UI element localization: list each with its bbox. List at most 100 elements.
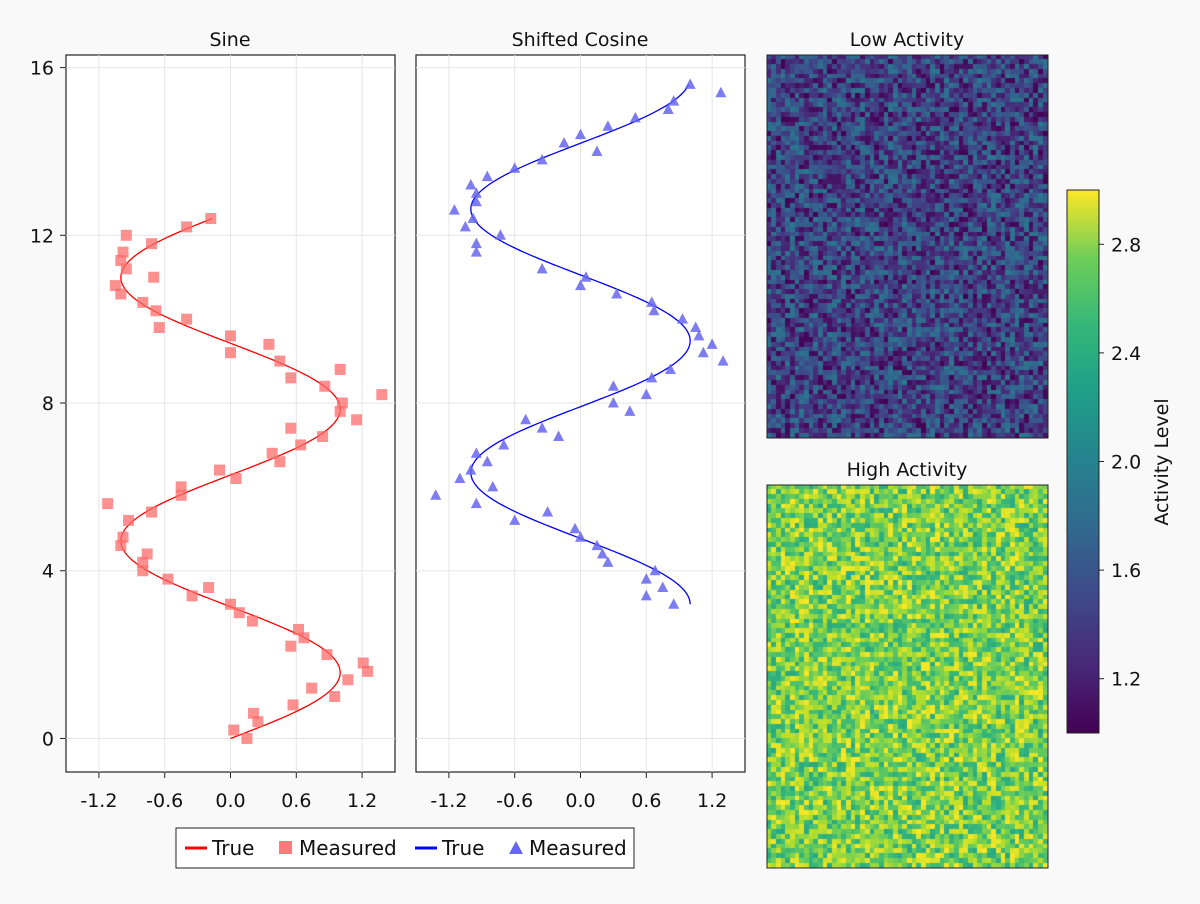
measured-point	[175, 481, 187, 493]
measured-point	[520, 413, 532, 425]
measured-point	[648, 304, 660, 316]
measured-point	[536, 262, 548, 274]
measured-point	[591, 145, 603, 156]
colorbar: 1.2 1.6 2.0 2.4 2.8 Activity Level	[1066, 189, 1173, 734]
measured-point	[664, 363, 676, 374]
measured-point	[285, 372, 297, 384]
measured-point	[602, 556, 614, 567]
legend-square-icon	[279, 841, 292, 854]
measured-point	[203, 582, 215, 594]
measured-point	[459, 220, 471, 232]
measured-point	[162, 573, 174, 585]
y-tick-label: 16	[30, 58, 54, 80]
measured-point	[715, 86, 727, 98]
measured-point	[214, 464, 226, 476]
measured-point	[509, 514, 521, 525]
measured-point	[454, 472, 466, 483]
measured-point	[329, 691, 341, 703]
x-tick-label: 1.2	[347, 790, 377, 812]
measured-point	[115, 254, 127, 266]
measured-point	[706, 338, 718, 349]
low-activity-heatmap	[767, 55, 1048, 438]
colorbar-tick-label: 2.8	[1111, 234, 1141, 256]
measured-point	[509, 162, 521, 173]
measured-point	[697, 346, 709, 358]
measured-point	[575, 531, 586, 542]
cosine-measured-points	[430, 78, 729, 609]
low-activity-frame	[766, 54, 1049, 439]
measured-point	[241, 732, 253, 744]
measured-point	[292, 623, 304, 635]
measured-point	[467, 212, 479, 224]
measured-point	[146, 238, 158, 250]
measured-point	[470, 447, 482, 458]
legend-label-true-blue: True	[441, 836, 484, 860]
measured-point	[542, 506, 554, 517]
measured-point	[690, 321, 702, 333]
measured-point	[150, 305, 162, 317]
measured-point	[115, 288, 127, 300]
measured-point	[640, 388, 652, 400]
measured-point	[536, 153, 548, 165]
measured-point	[274, 456, 286, 468]
x-tick-label: -1.2	[430, 790, 467, 812]
measured-point	[684, 78, 696, 89]
measured-point	[470, 237, 482, 249]
measured-point	[252, 716, 264, 728]
measured-point	[233, 607, 245, 619]
measured-point	[137, 565, 149, 577]
measured-point	[470, 246, 482, 257]
x-tick-label: 0.6	[631, 790, 661, 812]
cosine-title: Shifted Cosine	[512, 29, 649, 51]
measured-point	[117, 531, 129, 543]
measured-point	[137, 296, 149, 308]
measured-point	[351, 414, 363, 426]
low-activity-title: Low Activity	[850, 29, 965, 51]
measured-point	[248, 707, 260, 719]
measured-point	[342, 674, 354, 686]
measured-point	[319, 380, 331, 392]
measured-point	[575, 279, 586, 291]
measured-point	[205, 213, 217, 225]
measured-point	[676, 313, 688, 324]
y-tick-label: 4	[42, 561, 54, 583]
measured-point	[487, 480, 499, 492]
measured-point	[274, 355, 286, 367]
colorbar-tick-label: 1.2	[1111, 669, 1141, 691]
measured-point	[230, 472, 242, 484]
measured-point	[646, 296, 658, 307]
measured-point	[481, 170, 493, 182]
cosine-x-ticks: -1.2 -0.6 0.0 0.6 1.2	[430, 772, 727, 812]
measured-point	[109, 280, 121, 292]
measured-point	[470, 187, 482, 198]
legend-label-measured-triangle: Measured	[529, 836, 627, 860]
x-tick-label: 0.0	[215, 790, 245, 812]
measured-point	[285, 640, 297, 652]
measured-point	[470, 195, 482, 207]
sine-panel: -1.2 -0.6 0.0 0.6 1.2 0 4 8 12 16 Sine	[30, 29, 396, 812]
measured-point	[580, 271, 592, 282]
x-tick-label: 0.6	[281, 790, 311, 812]
measured-point	[120, 229, 132, 241]
high-activity-title: High Activity	[847, 459, 968, 481]
measured-point	[263, 338, 275, 350]
measured-point	[306, 682, 318, 694]
measured-point	[465, 178, 477, 190]
measured-point	[693, 329, 705, 341]
colorbar-gradient	[1066, 189, 1100, 734]
measured-point	[120, 263, 132, 275]
y-tick-label: 12	[30, 225, 54, 247]
measured-point	[607, 397, 619, 408]
measured-point	[123, 514, 135, 526]
measured-point	[225, 598, 236, 610]
x-tick-label: -0.6	[146, 790, 183, 812]
measured-point	[448, 204, 460, 215]
measured-point	[649, 564, 661, 576]
measured-point	[334, 405, 346, 417]
colorbar-label: Activity Level	[1151, 398, 1173, 525]
colorbar-tick-label: 2.0	[1111, 452, 1141, 474]
measured-point	[553, 430, 565, 442]
measured-point	[662, 103, 674, 115]
low-activity-panel: Low Activity	[766, 29, 1049, 439]
measured-point	[102, 498, 114, 510]
